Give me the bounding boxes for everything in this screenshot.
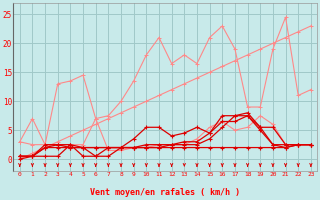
X-axis label: Vent moyen/en rafales ( km/h ): Vent moyen/en rafales ( km/h ) — [90, 188, 240, 197]
